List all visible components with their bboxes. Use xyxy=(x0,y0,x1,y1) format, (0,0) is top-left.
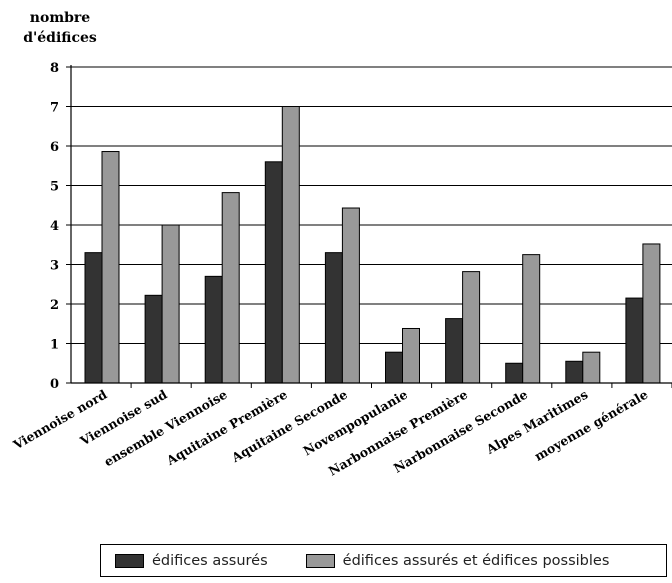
y-tick-label: 1 xyxy=(50,338,59,353)
y-axis-title-line2: d'édifices xyxy=(23,30,97,46)
x-tick-label: Viennoise nord xyxy=(10,386,110,452)
bar-possible-4 xyxy=(341,207,360,384)
bar-possible-0 xyxy=(101,151,120,384)
bar-possible-9 xyxy=(642,243,661,384)
bar-confirmed-8 xyxy=(565,360,584,384)
bar-confirmed-0 xyxy=(84,252,103,384)
bar-possible-5 xyxy=(402,327,420,384)
legend-swatch-confirmed xyxy=(115,553,144,568)
y-tick-label: 8 xyxy=(50,61,59,76)
bar-confirmed-7 xyxy=(505,362,524,384)
bar-confirmed-2 xyxy=(204,275,223,384)
y-tick-label: 2 xyxy=(50,298,59,313)
bar-confirmed-5 xyxy=(385,351,403,384)
legend-item-confirmed: édifices assurés xyxy=(115,553,268,569)
legend: édifices assurés édifices assurés et édi… xyxy=(100,544,667,577)
y-tick-label: 7 xyxy=(50,101,59,116)
x-tick-label: moyenne générale xyxy=(532,387,651,464)
bar-possible-2 xyxy=(221,192,240,384)
y-tick-label: 4 xyxy=(50,219,59,234)
y-tick-label: 5 xyxy=(50,180,59,195)
y-tick-label: 6 xyxy=(50,140,59,155)
y-tick-label: 3 xyxy=(50,259,59,274)
y-axis-title-line1: nombre xyxy=(29,10,91,26)
legend-label-confirmed: édifices assurés xyxy=(152,552,268,569)
bar-possible-1 xyxy=(161,224,180,384)
bar-confirmed-3 xyxy=(264,161,283,384)
bar-confirmed-9 xyxy=(625,297,644,384)
bar-possible-7 xyxy=(522,254,541,384)
legend-label-possible: édifices assurés et édifices possibles xyxy=(342,552,610,569)
bar-possible-3 xyxy=(281,106,300,384)
legend-swatch-possible xyxy=(305,553,335,568)
y-axis-title: nombre d'édifices xyxy=(10,8,110,48)
bar-confirmed-4 xyxy=(324,252,343,384)
legend-item-possible: édifices assurés et édifices possibles xyxy=(305,552,610,569)
bar-confirmed-6 xyxy=(445,318,464,384)
bar-possible-8 xyxy=(582,351,601,384)
bar-possible-6 xyxy=(462,271,481,384)
y-tick-label: 0 xyxy=(50,377,59,392)
x-tick-label: Alpes Maritimes xyxy=(483,387,591,458)
bar-confirmed-1 xyxy=(144,294,163,384)
